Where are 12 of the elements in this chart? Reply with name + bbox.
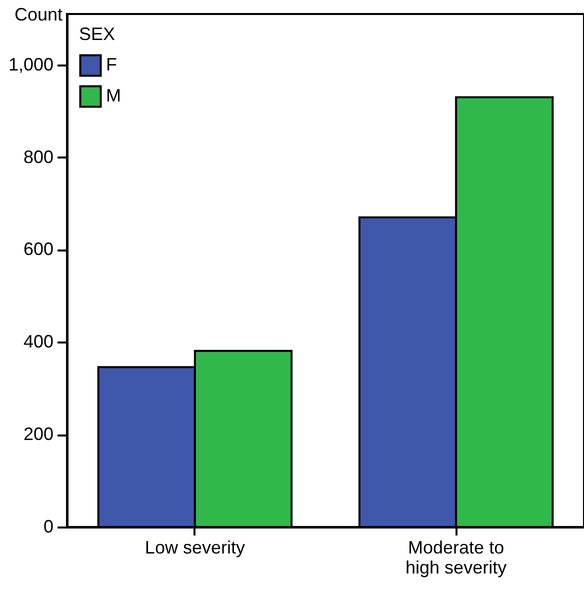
y-tick-label: 800 — [23, 146, 54, 167]
y-tick-label: 200 — [23, 424, 54, 444]
y-axis-title: Count — [14, 4, 62, 24]
x-tick-label: Moderate to high severity — [406, 538, 507, 578]
legend-label: M — [106, 86, 121, 106]
x-tick-label: Low severity — [144, 538, 245, 558]
legend-label: F — [106, 54, 117, 74]
y-tick-label: 600 — [23, 239, 54, 260]
y-tick-label: 1,000 — [8, 54, 54, 74]
y-tick-label: 400 — [23, 332, 54, 352]
legend-title: SEX — [79, 24, 116, 44]
y-tick-label: 0 — [43, 516, 54, 536]
